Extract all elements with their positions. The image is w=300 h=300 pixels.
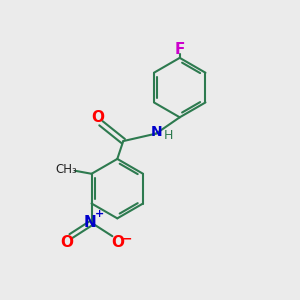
Text: CH₃: CH₃ <box>56 163 77 176</box>
Text: −: − <box>122 233 132 246</box>
Text: +: + <box>95 209 104 220</box>
Text: O: O <box>60 235 73 250</box>
Text: H: H <box>164 129 173 142</box>
Text: F: F <box>175 42 185 57</box>
Text: O: O <box>91 110 104 125</box>
Text: N: N <box>84 215 97 230</box>
Text: N: N <box>151 125 163 139</box>
Text: O: O <box>111 235 124 250</box>
